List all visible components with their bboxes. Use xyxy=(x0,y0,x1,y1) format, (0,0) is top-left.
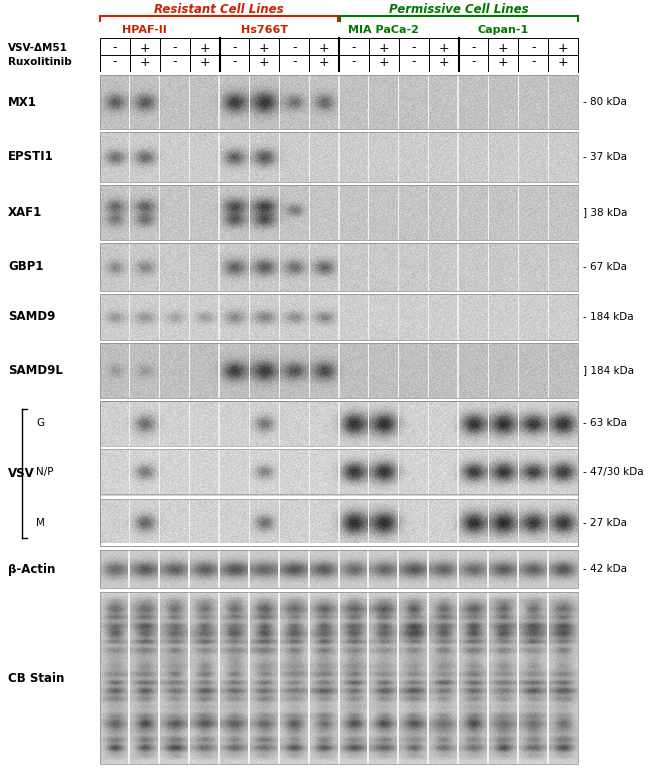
Text: - 47/30 kDa: - 47/30 kDa xyxy=(583,467,644,477)
Text: -: - xyxy=(411,42,416,55)
Text: -: - xyxy=(471,42,476,55)
Bar xyxy=(100,72,578,75)
Text: VSV: VSV xyxy=(8,467,34,480)
Text: VSV-ΔM51: VSV-ΔM51 xyxy=(8,43,68,53)
Bar xyxy=(100,401,578,546)
Text: +: + xyxy=(378,55,389,68)
Text: -: - xyxy=(172,55,177,68)
Text: EPSTI1: EPSTI1 xyxy=(8,151,54,164)
Bar xyxy=(100,543,578,546)
Text: -: - xyxy=(411,55,416,68)
Text: -: - xyxy=(232,55,237,68)
Bar xyxy=(100,38,578,72)
Text: - 37 kDa: - 37 kDa xyxy=(583,152,627,162)
Text: - 184 kDa: - 184 kDa xyxy=(583,312,634,322)
Text: Hs766T: Hs766T xyxy=(240,25,288,35)
Text: +: + xyxy=(498,55,508,68)
Text: - 80 kDa: - 80 kDa xyxy=(583,97,627,107)
Text: -: - xyxy=(232,42,237,55)
Text: Resistant Cell Lines: Resistant Cell Lines xyxy=(154,3,284,16)
Text: Permissive Cell Lines: Permissive Cell Lines xyxy=(389,3,529,16)
Text: -: - xyxy=(352,42,356,55)
Text: M: M xyxy=(36,518,45,528)
Text: -: - xyxy=(471,55,476,68)
Text: -: - xyxy=(112,42,117,55)
Text: -: - xyxy=(292,55,296,68)
Text: SAMD9: SAMD9 xyxy=(8,311,55,324)
Text: - 67 kDa: - 67 kDa xyxy=(583,262,627,272)
Bar xyxy=(100,343,578,398)
Text: N/P: N/P xyxy=(36,467,53,477)
Bar xyxy=(100,240,578,243)
Text: +: + xyxy=(200,55,210,68)
Bar xyxy=(100,294,578,340)
Bar xyxy=(100,185,578,240)
Text: -: - xyxy=(352,55,356,68)
Text: CB Stain: CB Stain xyxy=(8,671,64,684)
Bar xyxy=(100,129,578,132)
Text: MX1: MX1 xyxy=(8,95,37,108)
Text: +: + xyxy=(318,42,330,55)
Bar xyxy=(100,132,578,182)
Text: -: - xyxy=(112,55,117,68)
Text: +: + xyxy=(378,42,389,55)
Bar xyxy=(100,547,578,550)
Text: +: + xyxy=(259,42,270,55)
Text: +: + xyxy=(140,42,150,55)
Bar xyxy=(100,75,578,129)
Bar xyxy=(100,449,578,494)
Text: - 27 kDa: - 27 kDa xyxy=(583,518,627,528)
Text: GBP1: GBP1 xyxy=(8,261,44,274)
Bar xyxy=(100,499,578,546)
Text: +: + xyxy=(200,42,210,55)
Text: ] 184 kDa: ] 184 kDa xyxy=(583,365,634,375)
Text: HPAF-II: HPAF-II xyxy=(122,25,167,35)
Bar xyxy=(100,496,578,499)
Text: XAF1: XAF1 xyxy=(8,206,42,219)
Text: +: + xyxy=(438,55,449,68)
Text: G: G xyxy=(36,418,44,428)
Text: +: + xyxy=(558,42,568,55)
Text: +: + xyxy=(140,55,150,68)
Text: Capan-1: Capan-1 xyxy=(478,25,529,35)
Text: -: - xyxy=(172,42,177,55)
Bar xyxy=(100,291,578,294)
Text: +: + xyxy=(438,42,449,55)
Text: +: + xyxy=(318,55,330,68)
Bar xyxy=(100,340,578,343)
Text: - 63 kDa: - 63 kDa xyxy=(583,418,627,428)
Text: SAMD9L: SAMD9L xyxy=(8,364,63,377)
Text: +: + xyxy=(498,42,508,55)
Bar xyxy=(100,243,578,291)
Text: -: - xyxy=(531,42,536,55)
Bar xyxy=(100,446,578,449)
Text: +: + xyxy=(558,55,568,68)
Bar xyxy=(100,401,578,546)
Text: -: - xyxy=(531,55,536,68)
Bar xyxy=(100,592,578,764)
Text: MIA PaCa-2: MIA PaCa-2 xyxy=(348,25,419,35)
Bar xyxy=(100,550,578,588)
Text: ] 38 kDa: ] 38 kDa xyxy=(583,208,627,218)
Bar xyxy=(100,182,578,185)
Text: +: + xyxy=(259,55,270,68)
Text: Ruxolitinib: Ruxolitinib xyxy=(8,57,72,67)
Bar xyxy=(100,398,578,401)
Text: -: - xyxy=(292,42,296,55)
Bar xyxy=(100,401,578,446)
Text: β-Actin: β-Actin xyxy=(8,562,55,575)
Text: - 42 kDa: - 42 kDa xyxy=(583,564,627,574)
